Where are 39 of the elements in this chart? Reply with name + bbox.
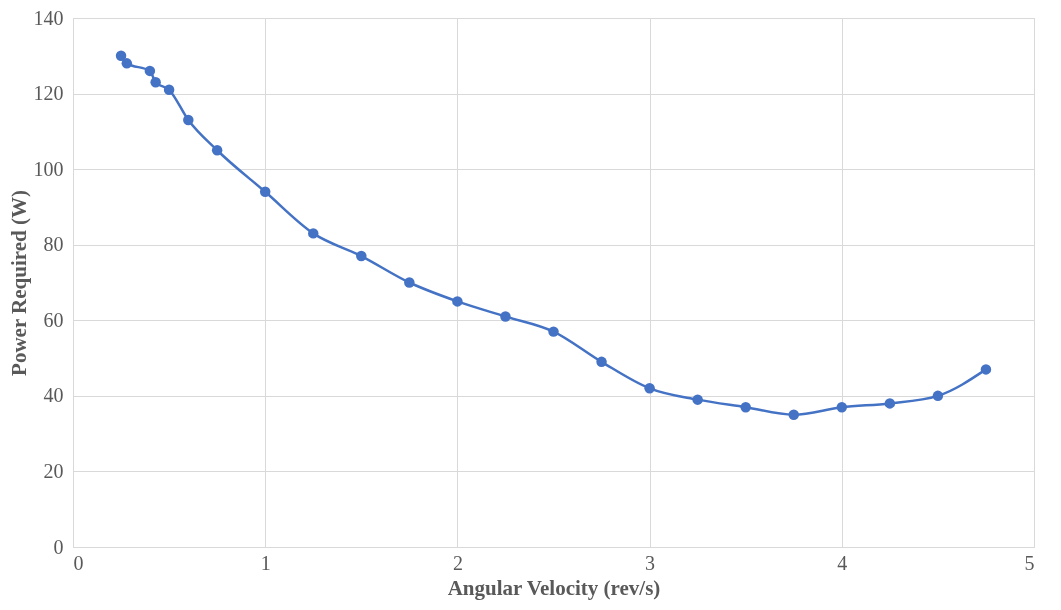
point	[500, 311, 511, 322]
x-tick-label: 5	[1024, 551, 1035, 574]
point	[144, 65, 156, 77]
y-tick-label: 20	[43, 459, 64, 482]
y-tick-label: 100	[33, 157, 64, 180]
y-tick-label: 140	[33, 6, 64, 29]
point	[121, 58, 133, 69]
y-axis-title: Power Required (W)	[6, 190, 31, 376]
point	[404, 277, 415, 288]
point	[596, 356, 607, 368]
x-tick-label: 4	[837, 551, 848, 574]
point	[163, 84, 175, 96]
point	[259, 186, 271, 198]
y-tick-label: 80	[43, 233, 64, 256]
point	[932, 390, 944, 402]
point	[183, 114, 194, 126]
point	[150, 77, 161, 88]
point	[308, 228, 319, 239]
point	[548, 326, 559, 337]
point	[211, 145, 223, 156]
point	[788, 409, 799, 420]
y-tick-label: 120	[33, 82, 64, 105]
point	[884, 398, 896, 409]
x-tick-label: 3	[645, 551, 656, 574]
y-tick-label: 60	[43, 308, 64, 331]
x-tick-label: 1	[260, 551, 271, 574]
x-tick-label: 0	[73, 551, 84, 574]
x-tick-label: 2	[452, 551, 463, 574]
point	[836, 401, 848, 413]
point	[356, 250, 367, 262]
y-tick-label: 0	[53, 535, 64, 558]
point	[452, 296, 463, 307]
y-tick-label: 40	[43, 384, 64, 407]
x-axis-title: Angular Velocity (rev/s)	[447, 575, 661, 600]
point	[740, 401, 751, 413]
point	[644, 383, 655, 394]
point	[980, 364, 992, 375]
point	[115, 50, 127, 62]
point	[692, 394, 703, 405]
